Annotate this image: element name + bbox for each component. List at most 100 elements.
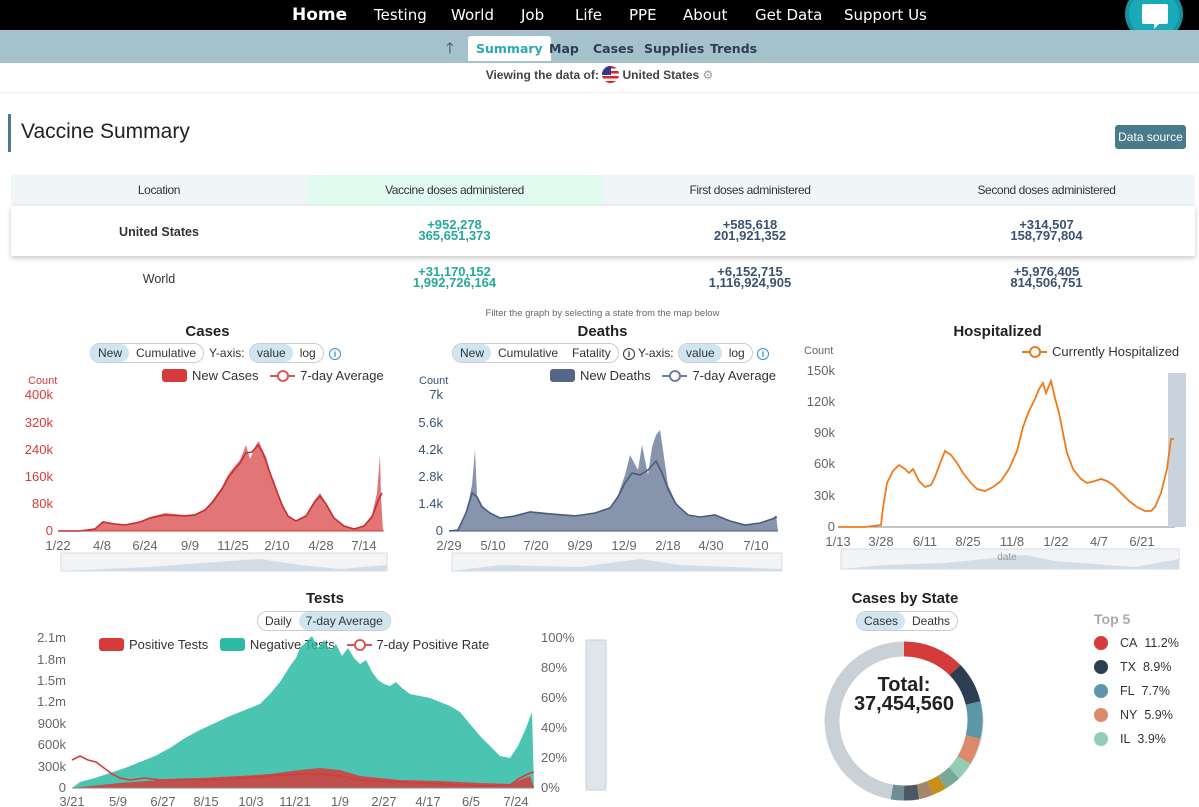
nav-job[interactable]: Job xyxy=(521,6,545,24)
y-tick: 240k xyxy=(25,442,54,457)
deaths-legend[interactable]: New Deaths 7-day Average xyxy=(550,368,776,383)
header-first-doses[interactable]: First doses administered xyxy=(602,175,898,206)
viewing-country[interactable]: United States xyxy=(622,68,700,82)
deaths-mode-fatality[interactable]: Fatality xyxy=(572,346,611,360)
cases-by-state-title: Cases by State xyxy=(851,590,959,607)
state-name: FL xyxy=(1120,684,1135,698)
info-icon[interactable]: i xyxy=(329,348,341,360)
x-tick: 11/21 xyxy=(279,794,311,807)
header-location: Location xyxy=(11,175,307,206)
tab-supplies[interactable]: Supplies xyxy=(644,41,705,56)
second-delta: +314,507 xyxy=(1019,217,1074,232)
nav-home[interactable]: Home xyxy=(292,5,348,25)
y-tick: 2.1m xyxy=(37,630,66,645)
gear-icon[interactable]: ⚙ xyxy=(702,68,714,82)
up-arrow-icon[interactable]: 🡑 xyxy=(446,40,454,57)
header-second-doses[interactable]: Second doses administered xyxy=(898,175,1195,206)
cases-scale-value[interactable]: value xyxy=(250,344,293,362)
nav-world[interactable]: World xyxy=(451,6,494,24)
y-axis-label: Y-axis: xyxy=(209,346,245,360)
table-row[interactable]: United States +952,278 365,651,373 +585,… xyxy=(11,206,1195,256)
top-nav: Home Testing World Job Life PPE About Ge… xyxy=(0,0,1199,30)
x-tick: 4/28 xyxy=(308,538,333,553)
list-item[interactable]: CA 11.2% xyxy=(1094,633,1179,657)
count-label: Count xyxy=(804,345,833,357)
slice-other xyxy=(890,784,905,801)
tests-mode-daily[interactable]: Daily xyxy=(265,614,292,628)
state-donut[interactable] xyxy=(820,636,990,807)
first-delta: +585,618 xyxy=(722,217,778,232)
cases-scale-log[interactable]: log xyxy=(299,346,316,360)
first-delta: +6,152,715 xyxy=(717,264,783,279)
list-item[interactable]: FL 7.7% xyxy=(1094,681,1179,705)
list-item[interactable]: TX 8.9% xyxy=(1094,657,1179,681)
vaccine-summary-title: Vaccine Summary xyxy=(21,120,190,143)
tests-chart[interactable]: 2.1m 1.8m 1.5m 1.2m 900k 600k 300k 0 100… xyxy=(0,628,620,807)
y-tick: 0 xyxy=(46,523,53,538)
row-location: United States xyxy=(119,225,199,239)
state-pct: 5.9% xyxy=(1144,708,1173,722)
slice-tx xyxy=(949,664,981,706)
state-mode-cases[interactable]: Cases xyxy=(857,612,906,630)
tab-map[interactable]: Map xyxy=(549,41,579,56)
cases-chart-title: Cases xyxy=(185,323,230,340)
cases-legend[interactable]: New Cases 7-day Average xyxy=(162,368,384,383)
cases-mode-cumulative[interactable]: Cumulative xyxy=(136,346,197,360)
deaths-chart[interactable]: Count 7k 5.6k 4.2k 2.8k 1.4k 0 2/29 5/10… xyxy=(400,375,800,575)
hosp-legend[interactable]: Currently Hospitalized xyxy=(1022,344,1179,359)
zoom-handle[interactable] xyxy=(585,639,607,791)
slice-other xyxy=(916,781,933,800)
nav-get-data[interactable]: Get Data xyxy=(755,6,823,24)
x-tick: 4/30 xyxy=(698,538,723,553)
cases-mode-new[interactable]: New xyxy=(91,344,130,362)
tab-summary[interactable]: Summary xyxy=(468,36,551,61)
x-tick: 1/22 xyxy=(1043,534,1068,549)
state-name: CA xyxy=(1120,636,1138,650)
zoom-handle[interactable] xyxy=(1168,373,1186,527)
x-tick: 10/3 xyxy=(238,794,263,807)
y-tick: 600k xyxy=(38,737,67,752)
state-dot-icon xyxy=(1094,708,1108,722)
data-source-button[interactable]: Data source xyxy=(1115,125,1186,149)
state-pct: 7.7% xyxy=(1141,684,1171,698)
list-item[interactable]: IL 3.9% xyxy=(1094,729,1179,753)
cases-chart[interactable]: Count 400k 320k 240k 160k 80k 0 1/22 4/8… xyxy=(0,375,400,575)
x-tick: 1/9 xyxy=(331,794,349,807)
x-tick: 2/27 xyxy=(371,794,396,807)
nav-support-us[interactable]: Support Us xyxy=(844,6,927,24)
state-mode-deaths[interactable]: Deaths xyxy=(912,614,951,628)
tab-trends[interactable]: Trends xyxy=(710,41,758,56)
x-tick: 9/9 xyxy=(181,538,199,553)
deaths-mode-cumulative[interactable]: Cumulative xyxy=(498,346,559,360)
zoom-slider-preview xyxy=(452,559,782,571)
y-tick: 0 xyxy=(59,780,66,795)
tab-cases[interactable]: Cases xyxy=(593,41,634,56)
y-tick: 400k xyxy=(25,387,54,402)
x-tick: 7/10 xyxy=(743,538,768,553)
slice-ca xyxy=(903,641,961,676)
deaths-bars xyxy=(449,430,778,531)
legend-new-deaths: New Deaths xyxy=(580,368,651,383)
x-tick: 3/28 xyxy=(868,534,893,549)
state-name: IL xyxy=(1120,732,1131,746)
y2-tick: 60% xyxy=(541,690,567,705)
hospitalized-chart[interactable]: Count 150k 120k 90k 60k 30k 0 1/13 3/28 … xyxy=(795,343,1199,573)
nav-about[interactable]: About xyxy=(683,6,728,24)
y-tick: 300k xyxy=(38,759,67,774)
deaths-scale-value[interactable]: value xyxy=(679,344,722,362)
y-tick: 5.6k xyxy=(418,415,443,430)
deaths-mode-new[interactable]: New xyxy=(453,344,492,362)
deaths-scale-log[interactable]: log xyxy=(728,346,745,360)
x-tick: 7/20 xyxy=(523,538,548,553)
info-icon[interactable]: i xyxy=(757,348,769,360)
y-tick: 0 xyxy=(828,519,835,534)
tests-mode-7day[interactable]: 7-day Average xyxy=(298,612,390,630)
nav-ppe[interactable]: PPE xyxy=(629,6,657,24)
info-icon[interactable]: i xyxy=(623,348,635,360)
nav-life[interactable]: Life xyxy=(575,6,603,24)
nav-testing[interactable]: Testing xyxy=(374,6,427,24)
legend-7day: 7-day Average xyxy=(692,368,777,383)
list-item[interactable]: NY 5.9% xyxy=(1094,705,1179,729)
hospitalized-chart-title: Hospitalized xyxy=(953,323,1042,340)
header-vaccine-doses[interactable]: Vaccine doses administered xyxy=(307,175,602,206)
